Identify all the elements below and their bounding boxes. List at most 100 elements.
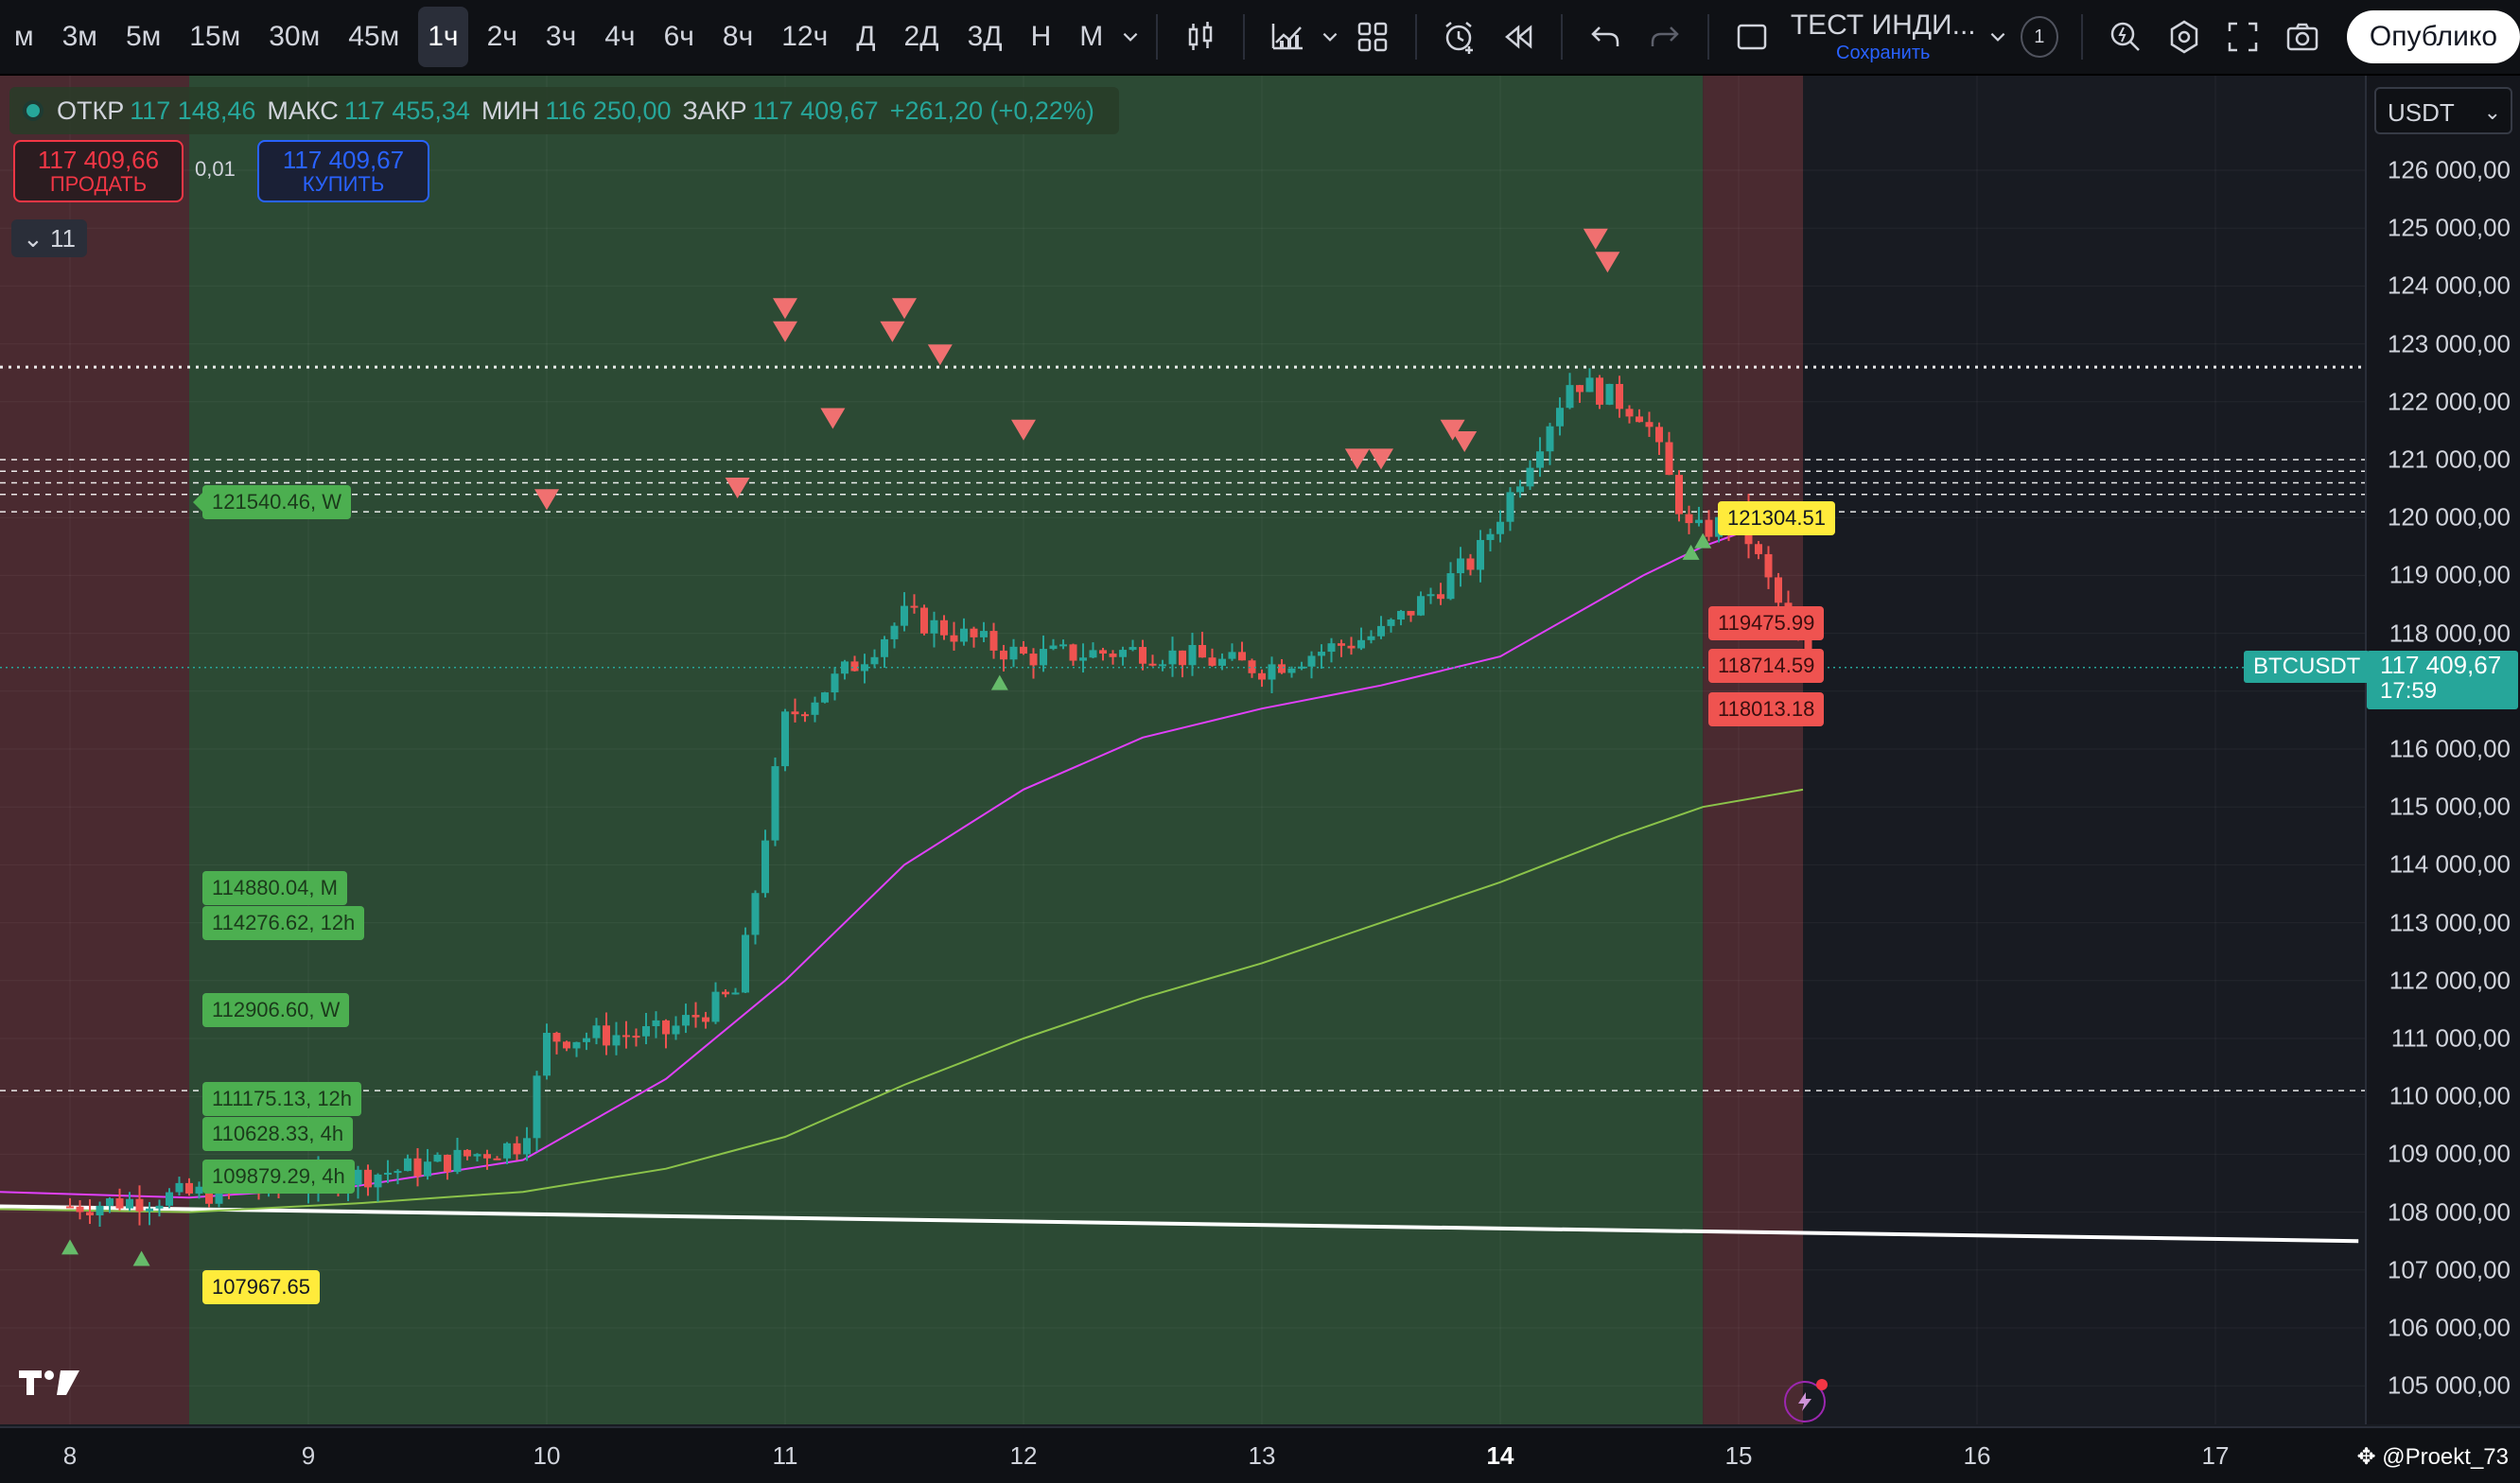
price-tick-label: 111 000,00 bbox=[2390, 1023, 2511, 1053]
candle-body bbox=[1009, 646, 1018, 660]
timeframe-8ч[interactable]: 8ч bbox=[722, 21, 754, 52]
timeframe-3м[interactable]: 3м bbox=[61, 21, 97, 52]
timeframe-2ч[interactable]: 2ч bbox=[486, 21, 517, 52]
chart-plot[interactable] bbox=[0, 76, 2365, 1424]
legend-open-label: ОТКР bbox=[57, 96, 125, 125]
time-tick-label: 9 bbox=[301, 1441, 316, 1470]
layout-grid-icon[interactable] bbox=[1347, 9, 1398, 65]
chevron-down-icon: ⌄ bbox=[2483, 100, 2501, 124]
level-label[interactable]: 111175.13, 12h bbox=[202, 1082, 362, 1116]
timeframe-2Д[interactable]: 2Д bbox=[903, 21, 939, 52]
camera-snapshot-icon[interactable] bbox=[2277, 9, 2328, 65]
layout-save-status[interactable]: Сохранить bbox=[1836, 43, 1931, 63]
layout-dropdown-icon[interactable] bbox=[1986, 26, 2011, 47]
price-tick-label: 106 000,00 bbox=[2387, 1313, 2511, 1342]
candle-body bbox=[642, 1025, 650, 1037]
candle-body bbox=[155, 1205, 164, 1209]
chart-pane[interactable] bbox=[0, 76, 2365, 1424]
price-scale[interactable]: USDT ⌄ 126 000,00 125 000,00 124 000,00 123… bbox=[2365, 76, 2520, 1424]
candle-body bbox=[493, 1158, 501, 1160]
candles-chart-type-icon[interactable] bbox=[1175, 9, 1226, 65]
tradingview-logo[interactable] bbox=[17, 1366, 81, 1408]
publish-button[interactable]: Опублико bbox=[2346, 10, 2520, 63]
candle-body bbox=[731, 992, 740, 995]
market-status-icon[interactable] bbox=[23, 100, 44, 121]
candle-body bbox=[126, 1198, 133, 1209]
level-label[interactable]: 121304.51 bbox=[1718, 501, 1835, 535]
timeframe-group: м 3м 5м 15м 30м 45м 1ч 2ч 3ч 4ч 6ч 8ч 12ч Д 2Д 3Д Н М bbox=[0, 7, 1117, 67]
time-tick-label: 12 bbox=[1009, 1441, 1038, 1470]
level-label[interactable]: 119475.99 bbox=[1708, 606, 1825, 640]
timeframe-3ч[interactable]: 3ч bbox=[545, 21, 577, 52]
timeframe-12ч[interactable]: 12ч bbox=[781, 21, 829, 52]
timeframe-5м[interactable]: 5м bbox=[125, 21, 162, 52]
candle-body bbox=[1238, 652, 1246, 661]
time-tick-label: 10 bbox=[533, 1441, 561, 1470]
candle-body bbox=[1258, 672, 1266, 680]
indicators-icon[interactable] bbox=[1262, 9, 1313, 65]
fullscreen-icon[interactable] bbox=[2217, 9, 2268, 65]
time-tick-label: 17 bbox=[2201, 1441, 2230, 1470]
candle-body bbox=[66, 1206, 74, 1209]
sell-signal-marker bbox=[1595, 252, 1620, 273]
candle-body bbox=[1426, 594, 1435, 597]
candle-body bbox=[682, 1015, 690, 1026]
candle-body bbox=[1287, 668, 1296, 673]
candle-body bbox=[1616, 383, 1623, 410]
candle-body bbox=[1000, 650, 1007, 660]
timeframe-6ч[interactable]: 6ч bbox=[663, 21, 694, 52]
undo-icon[interactable] bbox=[1580, 9, 1631, 65]
timeframe-45м[interactable]: 45м bbox=[348, 21, 400, 52]
candle-body bbox=[1069, 644, 1077, 661]
level-label[interactable]: 118013.18 bbox=[1708, 692, 1825, 726]
sell-signal-marker bbox=[1011, 419, 1036, 441]
layout-count-badge[interactable]: 1 bbox=[2020, 16, 2058, 58]
buy-signal-marker bbox=[990, 674, 1008, 690]
sell-button[interactable]: 117 409,66 ПРОДАТЬ bbox=[13, 140, 184, 202]
sell-signal-marker bbox=[1583, 228, 1608, 250]
sell-signal-marker bbox=[1452, 431, 1478, 452]
price-tick-label: 110 000,00 bbox=[2389, 1081, 2511, 1110]
replay-icon[interactable] bbox=[1493, 9, 1544, 65]
level-label[interactable]: 121540.46, W bbox=[193, 485, 351, 519]
indicators-collapse-toggle[interactable]: ⌄ 11 bbox=[11, 219, 87, 257]
time-axis[interactable]: 8 9 10 11 12 13 14 15 16 17 bbox=[0, 1426, 2520, 1483]
level-label[interactable]: 114880.04, M bbox=[202, 871, 347, 905]
level-label[interactable]: 114276.62, 12h bbox=[202, 906, 365, 940]
indicators-dropdown-icon[interactable] bbox=[1318, 26, 1343, 47]
alert-clock-icon[interactable] bbox=[1434, 9, 1485, 65]
candle-body bbox=[890, 625, 899, 639]
candle-body bbox=[970, 628, 978, 637]
candle-body bbox=[1109, 654, 1117, 657]
candle-body bbox=[1357, 639, 1365, 649]
candle-body bbox=[870, 656, 879, 665]
candle-body bbox=[841, 661, 849, 674]
timeframe-15м[interactable]: 15м bbox=[189, 21, 241, 52]
layout-name[interactable]: ТЕСТ ИНДИ... Сохранить bbox=[1791, 11, 1976, 63]
timeframe-dropdown-icon[interactable] bbox=[1117, 26, 1143, 47]
layout-square-icon[interactable] bbox=[1726, 9, 1777, 65]
lightning-icon[interactable] bbox=[1784, 1379, 1828, 1422]
timeframe-м[interactable]: м bbox=[14, 21, 34, 52]
candle-body bbox=[711, 991, 720, 1022]
quick-search-icon[interactable] bbox=[2100, 9, 2151, 65]
level-label[interactable]: 112906.60, W bbox=[202, 993, 350, 1027]
level-label[interactable]: 109879.29, 4h bbox=[202, 1160, 355, 1194]
level-label[interactable]: 107967.65 bbox=[202, 1270, 320, 1304]
timeframe-Н[interactable]: Н bbox=[1030, 21, 1052, 52]
timeframe-М[interactable]: М bbox=[1079, 21, 1104, 52]
buy-button[interactable]: 117 409,67 КУПИТЬ bbox=[257, 140, 429, 202]
candle-body bbox=[1705, 519, 1713, 537]
timeframe-3Д[interactable]: 3Д bbox=[967, 21, 1003, 52]
currency-select[interactable]: USDT ⌄ bbox=[2374, 87, 2512, 134]
time-tick-label: 8 bbox=[62, 1441, 78, 1470]
sell-signal-marker bbox=[773, 298, 797, 320]
timeframe-Д[interactable]: Д bbox=[856, 21, 876, 52]
redo-icon[interactable] bbox=[1638, 9, 1689, 65]
level-label[interactable]: 118714.59 bbox=[1708, 649, 1825, 683]
settings-gear-icon[interactable] bbox=[2159, 9, 2210, 65]
timeframe-4ч[interactable]: 4ч bbox=[604, 21, 636, 52]
timeframe-1ч[interactable]: 1ч bbox=[418, 7, 468, 67]
level-label[interactable]: 110628.33, 4h bbox=[202, 1117, 354, 1151]
timeframe-30м[interactable]: 30м bbox=[269, 21, 321, 52]
